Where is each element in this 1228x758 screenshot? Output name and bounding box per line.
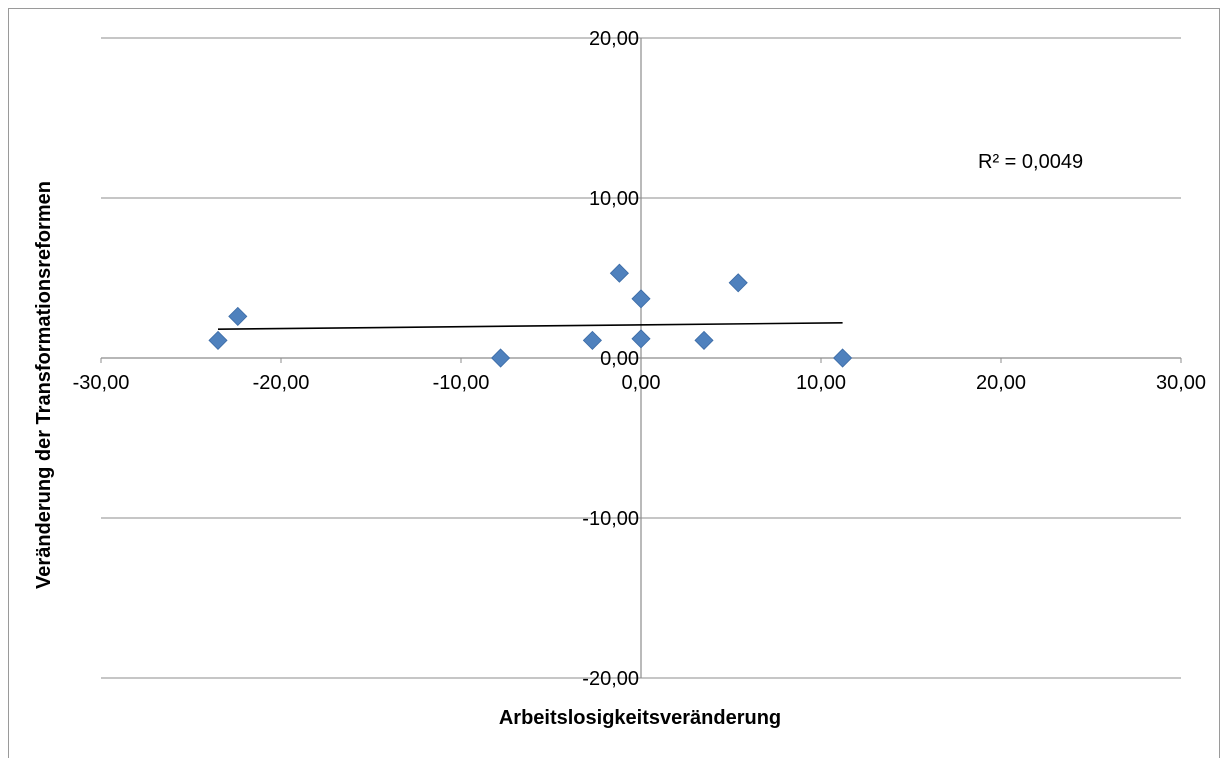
x-tick-label: -10,00: [433, 372, 490, 394]
data-point: [491, 348, 511, 368]
y-tick-labels: 20,00 10,00 0,00 -10,00 -20,00: [582, 28, 639, 690]
y-tick-label: -10,00: [582, 508, 639, 530]
x-tick-label: 30,00: [1156, 372, 1206, 394]
data-points: [208, 263, 853, 368]
axes: [100, 37, 1182, 679]
data-point: [582, 330, 602, 350]
x-tick-label: -20,00: [253, 372, 310, 394]
data-point: [694, 330, 714, 350]
data-point: [228, 306, 248, 326]
y-tick-label: 0,00: [600, 348, 639, 370]
x-tick-label: 10,00: [796, 372, 846, 394]
y-tick-label: 20,00: [589, 28, 639, 50]
data-point: [631, 289, 651, 309]
data-point: [728, 273, 748, 293]
y-tick-label: -20,00: [582, 668, 639, 690]
y-tick-label: 10,00: [589, 188, 639, 210]
chart-frame: [8, 8, 1220, 758]
x-tick-labels: -30,00 -20,00 -10,00 0,00 10,00 20,00 30,00: [73, 372, 1206, 394]
y-axis-title: Veränderung der Transformationsreformen: [33, 181, 55, 589]
x-axis-title: Arbeitslosigkeitsveränderung: [499, 707, 781, 729]
x-tick-label: 0,00: [622, 372, 661, 394]
r-squared-label: R² = 0,0049: [978, 151, 1083, 173]
trendline: [217, 322, 843, 330]
data-point: [631, 329, 651, 349]
data-point: [208, 330, 228, 350]
data-point: [833, 348, 853, 368]
data-point: [609, 263, 629, 283]
x-tick-label: 20,00: [976, 372, 1026, 394]
trendline-group: [217, 322, 843, 330]
x-tick-label: -30,00: [73, 372, 130, 394]
